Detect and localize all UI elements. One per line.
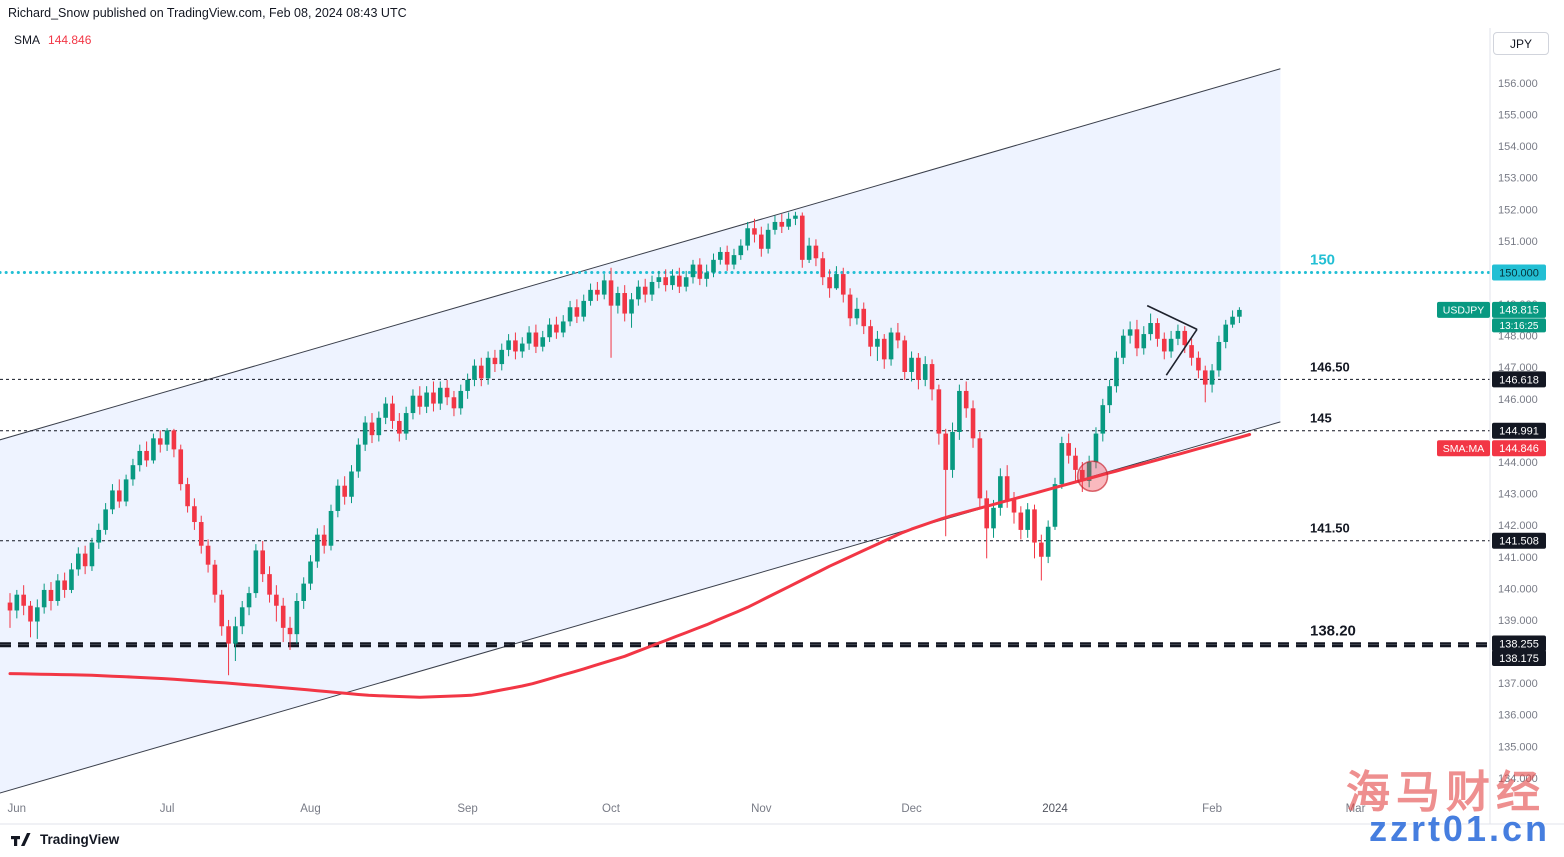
tradingview-logo-icon[interactable]	[10, 831, 34, 847]
svg-text:151.000: 151.000	[1498, 236, 1538, 248]
trend-channel-fill	[0, 68, 1281, 793]
watermark-url: zzrt01.cn	[1368, 808, 1550, 849]
footer-bar: TradingView	[10, 831, 119, 847]
svg-text:Jun: Jun	[8, 803, 27, 815]
svg-text:144.991: 144.991	[1499, 426, 1539, 438]
svg-text:155.000: 155.000	[1498, 110, 1538, 122]
pennant-line[interactable]	[1146, 304, 1198, 331]
svg-text:135.000: 135.000	[1498, 741, 1538, 753]
sma-line[interactable]	[8, 433, 1252, 699]
svg-text:134.000: 134.000	[1498, 773, 1538, 785]
svg-text:147.000: 147.000	[1498, 362, 1538, 374]
svg-text:148.815: 148.815	[1499, 305, 1539, 317]
svg-text:146.000: 146.000	[1498, 394, 1538, 406]
svg-text:152.000: 152.000	[1498, 204, 1538, 216]
svg-text:138.175: 138.175	[1499, 653, 1539, 665]
level-axis-label: 141.508	[1492, 532, 1546, 549]
svg-text:USDJPY: USDJPY	[1443, 305, 1484, 317]
level-axis-label: 138.255	[1492, 635, 1546, 652]
indicator-name: SMA	[14, 33, 41, 47]
svg-text:142.000: 142.000	[1498, 520, 1538, 532]
svg-text:153.000: 153.000	[1498, 173, 1538, 185]
level-text: 138.20	[1310, 622, 1356, 639]
svg-text:141.000: 141.000	[1498, 552, 1538, 564]
candlestick-series	[7, 211, 1242, 676]
svg-text:Oct: Oct	[602, 803, 621, 815]
indicator-legend[interactable]: SMA 144.846	[14, 33, 91, 47]
level-text: 141.50	[1310, 521, 1350, 536]
series-axis-label-USDJPY: USDJPY 148.815 13:16:25	[1437, 301, 1546, 333]
channel-upper-line[interactable]	[0, 68, 1281, 441]
circle-marker[interactable]	[1076, 460, 1109, 492]
level-text: 146.50	[1310, 359, 1350, 374]
svg-text:156.000: 156.000	[1498, 78, 1538, 90]
level-axis-label: 138.175	[1492, 650, 1546, 667]
svg-text:Nov: Nov	[751, 803, 772, 815]
countdown-label: 13:16:25	[1500, 321, 1539, 332]
svg-text:Aug: Aug	[300, 803, 320, 815]
svg-text:Jul: Jul	[160, 803, 175, 815]
level-axis-label: 150.000	[1492, 264, 1546, 281]
svg-text:141.508: 141.508	[1499, 536, 1539, 548]
svg-text:Feb: Feb	[1202, 803, 1222, 815]
svg-text:139.000: 139.000	[1498, 615, 1538, 627]
tradingview-brand[interactable]: TradingView	[40, 831, 120, 847]
svg-text:Sep: Sep	[457, 803, 477, 815]
svg-text:136.000: 136.000	[1498, 710, 1538, 722]
svg-text:SMA:MA: SMA:MA	[1443, 443, 1484, 455]
currency-button[interactable]: JPY	[1493, 32, 1549, 55]
svg-text:Mar: Mar	[1346, 803, 1366, 815]
level-axis-label: 146.618	[1492, 371, 1546, 388]
indicator-value: 144.846	[48, 33, 92, 47]
watermark-cjk: 海马财经	[1346, 768, 1546, 817]
svg-text:Dec: Dec	[901, 803, 922, 815]
svg-text:143.000: 143.000	[1498, 489, 1538, 501]
svg-text:146.618: 146.618	[1499, 374, 1539, 386]
level-text: 150	[1310, 251, 1335, 268]
level-axis-label: 144.991	[1492, 422, 1546, 439]
level-text: 145	[1310, 411, 1332, 426]
attribution-text: Richard_Snow published on TradingView.co…	[8, 6, 407, 20]
svg-text:2024: 2024	[1042, 803, 1068, 815]
svg-text:144.846: 144.846	[1499, 443, 1539, 455]
svg-text:144.000: 144.000	[1498, 457, 1538, 469]
svg-text:148.000: 148.000	[1498, 331, 1538, 343]
time-axis-labels[interactable]: Jun Jul Aug Sep Oct Nov Dec 2024 Feb Mar	[8, 803, 1366, 815]
svg-text:150.000: 150.000	[1499, 267, 1539, 279]
pennant-line[interactable]	[1165, 328, 1198, 376]
svg-text:140.000: 140.000	[1498, 583, 1538, 595]
svg-text:137.000: 137.000	[1498, 678, 1538, 690]
svg-text:138.255: 138.255	[1499, 638, 1539, 650]
svg-text:154.000: 154.000	[1498, 141, 1538, 153]
series-axis-label-SMA:MA: SMA:MA 144.846	[1437, 440, 1546, 457]
